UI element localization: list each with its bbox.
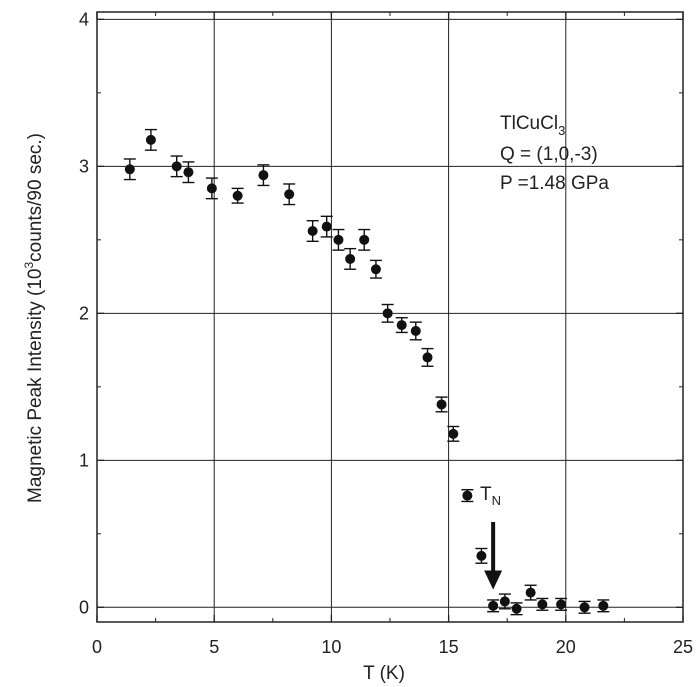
y-tick-label: 1 xyxy=(79,450,89,470)
tick-labels: 0 5 10 15 20 25 0 1 2 3 4 xyxy=(79,9,693,657)
x-tick-label: 0 xyxy=(92,637,102,657)
data-marker xyxy=(396,320,407,331)
data-point xyxy=(123,158,136,181)
data-marker xyxy=(171,161,182,172)
data-point xyxy=(283,183,296,206)
data-point xyxy=(524,584,537,601)
x-tick-label: 5 xyxy=(209,637,219,657)
data-point xyxy=(447,425,460,442)
data-marker xyxy=(436,399,447,410)
data-point xyxy=(597,599,610,613)
data-point xyxy=(510,602,523,616)
transition-arrow-head xyxy=(484,570,503,590)
data-marker xyxy=(333,234,344,245)
data-marker xyxy=(206,183,217,194)
data-point xyxy=(461,489,474,503)
data-marker xyxy=(488,600,499,611)
data-marker xyxy=(462,490,473,501)
x-tick-label: 25 xyxy=(673,637,693,657)
data-point xyxy=(344,247,357,270)
data-point xyxy=(395,317,408,334)
data-point xyxy=(306,220,319,243)
data-point xyxy=(555,597,568,611)
data-marker xyxy=(511,603,522,614)
y-axis-label-pre: Magnetic Peak Intensity (10 xyxy=(25,269,46,503)
data-marker xyxy=(448,428,459,439)
data-marker xyxy=(598,600,609,611)
data-marker xyxy=(258,170,269,181)
data-points xyxy=(123,128,610,616)
data-point xyxy=(170,155,183,178)
data-marker xyxy=(525,587,536,598)
y-axis-label-post: counts/90 sec.) xyxy=(25,133,46,262)
data-point xyxy=(257,164,270,187)
y-tick-label: 4 xyxy=(79,9,89,29)
compound-base: TlCuCl xyxy=(500,113,558,134)
transition-label-base: T xyxy=(480,484,492,505)
data-marker xyxy=(499,596,510,607)
data-point xyxy=(144,128,157,151)
data-marker xyxy=(307,226,318,237)
transition-label: TN xyxy=(480,484,501,508)
y-tick-label: 3 xyxy=(79,156,89,176)
data-marker xyxy=(183,167,194,178)
y-tick-label: 0 xyxy=(79,597,89,617)
data-point xyxy=(332,228,345,251)
y-axis-label: Magnetic Peak Intensity (103counts/90 se… xyxy=(22,133,46,503)
data-point xyxy=(231,187,244,204)
data-point xyxy=(487,599,500,613)
ticks xyxy=(96,12,684,622)
data-marker xyxy=(145,134,156,145)
x-axis-label: T (K) xyxy=(363,663,405,684)
data-marker xyxy=(124,164,135,175)
data-point xyxy=(409,321,422,341)
data-point xyxy=(421,347,434,367)
data-point xyxy=(536,597,549,611)
data-point xyxy=(320,215,333,238)
data-point xyxy=(381,303,394,323)
x-tick-label: 15 xyxy=(439,637,459,657)
data-point xyxy=(182,161,195,184)
compound-sub: 3 xyxy=(558,123,565,138)
transition-marker: TN xyxy=(480,484,503,590)
data-marker xyxy=(556,599,567,610)
pressure-label: P =1.48 GPa xyxy=(500,173,609,194)
data-point xyxy=(358,228,371,251)
data-marker xyxy=(232,190,243,201)
data-point xyxy=(205,177,218,200)
data-marker xyxy=(422,352,433,363)
data-marker xyxy=(345,253,356,264)
x-tick-label: 10 xyxy=(321,637,341,657)
data-marker xyxy=(359,234,370,245)
data-point xyxy=(498,593,511,610)
data-point xyxy=(435,396,448,413)
compound-label: TlCuCl3 xyxy=(500,113,565,138)
data-marker xyxy=(537,599,548,610)
y-axis-label-sup: 3 xyxy=(22,262,36,269)
data-marker xyxy=(370,264,381,275)
data-marker xyxy=(579,602,590,613)
data-point xyxy=(578,600,591,614)
data-point xyxy=(475,547,488,564)
transition-label-sub: N xyxy=(492,493,501,508)
data-marker xyxy=(476,550,487,561)
y-tick-label: 2 xyxy=(79,303,89,323)
data-marker xyxy=(321,221,332,232)
annotation-box: TlCuCl3 Q = (1,0,-3) P =1.48 GPa xyxy=(500,113,609,194)
data-marker xyxy=(284,189,295,200)
x-tick-label: 20 xyxy=(556,637,576,657)
data-marker xyxy=(410,325,421,336)
data-point xyxy=(369,259,382,279)
data-marker xyxy=(382,308,393,319)
q-vector-label: Q = (1,0,-3) xyxy=(500,144,598,165)
